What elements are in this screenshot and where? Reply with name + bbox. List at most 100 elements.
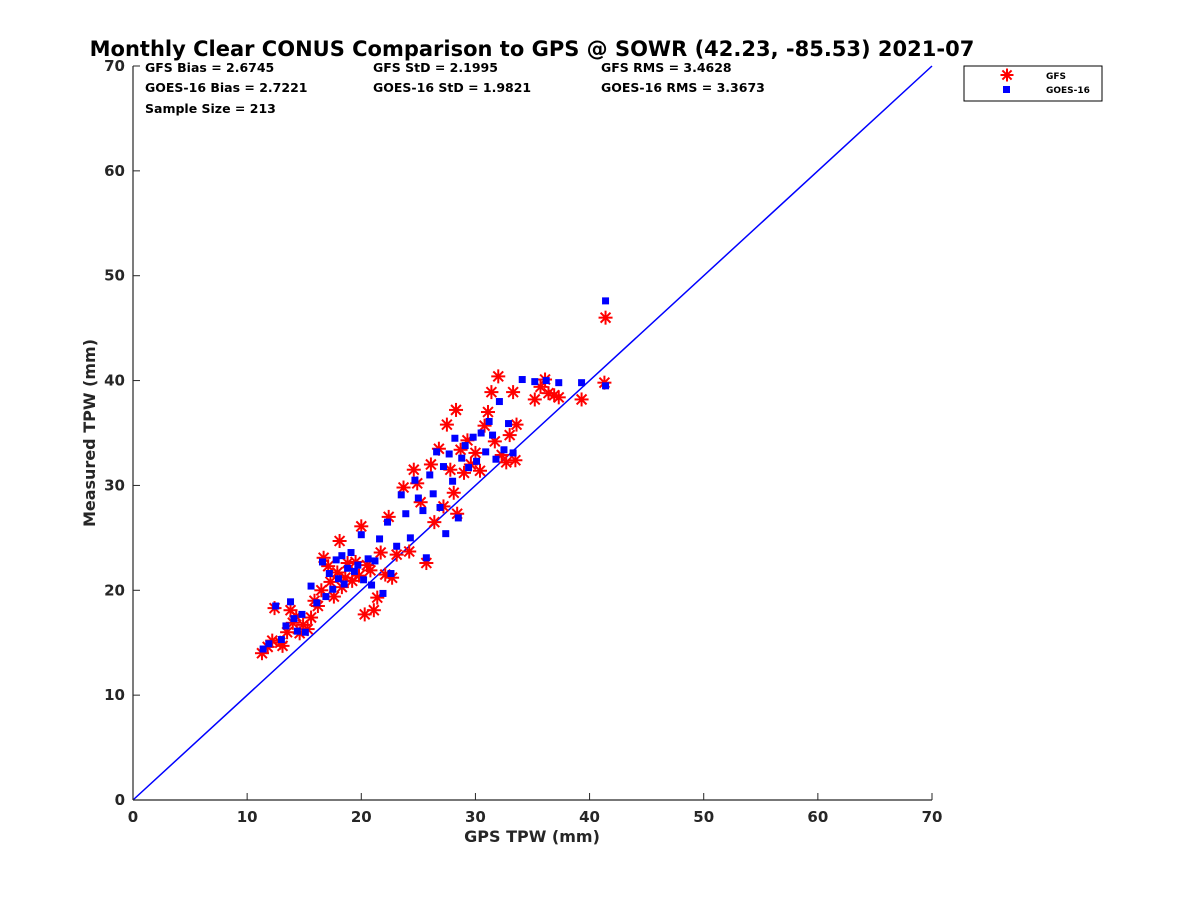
y-tick-label: 20	[104, 581, 125, 599]
goes16-point	[505, 420, 513, 428]
legend-gfs-marker	[1000, 68, 1014, 82]
gfs-point	[363, 563, 378, 578]
goes16-point	[477, 429, 485, 437]
goes16-rms-annotation: GOES-16 RMS = 3.3673	[601, 80, 765, 95]
y-tick-label: 40	[104, 372, 125, 390]
gfs-point	[491, 369, 506, 384]
gfs-point	[427, 515, 442, 530]
gfs-point	[480, 405, 495, 420]
x-axis: 0 10 20 30 40 50 60 70	[128, 793, 942, 826]
goes16-point	[500, 446, 508, 454]
gfs-point	[499, 455, 514, 470]
goes16-point	[397, 491, 405, 499]
x-tick-label: 40	[579, 808, 600, 826]
legend-goes16-label: GOES-16	[1046, 86, 1090, 96]
goes16-point	[578, 379, 586, 387]
goes16-point	[340, 580, 348, 588]
goes16-point	[354, 561, 362, 569]
x-tick-label: 50	[693, 808, 714, 826]
goes16-point	[482, 448, 490, 456]
goes16-point	[318, 558, 326, 566]
goes16-point	[347, 549, 355, 557]
gfs-point	[389, 547, 404, 562]
goes16-point	[259, 645, 267, 653]
gfs-point	[304, 610, 319, 625]
goes16-point	[379, 589, 387, 597]
goes16-point	[555, 379, 563, 387]
goes16-point	[364, 555, 372, 563]
chart-title: Monthly Clear CONUS Comparison to GPS @ …	[90, 37, 975, 61]
goes16-point	[338, 552, 346, 560]
goes16-point	[282, 622, 290, 630]
goes16-point	[293, 627, 301, 635]
goes16-point	[469, 433, 477, 441]
y-tick-label: 70	[104, 57, 125, 75]
goes16-point	[332, 556, 340, 564]
goes16-point	[325, 570, 333, 578]
goes16-point	[322, 593, 330, 601]
y-tick-label: 30	[104, 476, 125, 494]
legend-gfs-asterisk	[1000, 68, 1014, 82]
goes16-point	[542, 377, 550, 385]
goes16-std-annotation: GOES-16 StD = 1.9821	[373, 80, 531, 95]
goes16-point	[414, 494, 422, 502]
goes16-point	[265, 640, 273, 648]
gfs-point	[509, 417, 524, 432]
goes16-point	[439, 463, 447, 471]
goes16-point	[489, 431, 497, 439]
goes16-point	[445, 450, 453, 458]
goes16-point	[287, 598, 295, 606]
gfs-point	[484, 385, 499, 400]
gfs-point	[527, 392, 542, 407]
goes16-point	[426, 471, 434, 479]
one-to-one-line	[132, 65, 933, 801]
goes16-point	[298, 610, 306, 618]
goes16-point	[492, 455, 500, 463]
gfs-point	[446, 485, 461, 500]
axes-box	[132, 66, 932, 801]
sample-size-annotation: Sample Size = 213	[145, 101, 276, 116]
gfs-point	[354, 519, 369, 534]
goes16-point	[411, 476, 419, 484]
one-to-one-line-layer	[132, 65, 933, 801]
goes16-point	[368, 581, 376, 589]
goes16-point	[449, 477, 457, 485]
goes16-point	[290, 615, 298, 623]
goes16-point	[518, 376, 526, 384]
goes16-point	[454, 514, 462, 522]
y-tick-label: 0	[115, 791, 125, 809]
goes16-point	[406, 534, 414, 542]
goes16-point	[419, 507, 427, 515]
goes16-point	[473, 457, 481, 465]
x-tick-label: 30	[465, 808, 486, 826]
goes16-point	[602, 382, 610, 390]
goes16-point	[313, 599, 321, 607]
gfs-point	[468, 445, 483, 460]
gfs-point	[472, 463, 487, 478]
goes16-point	[531, 378, 539, 386]
stats-annotations: GFS Bias = 2.6745 GFS StD = 2.1995 GFS R…	[145, 60, 765, 116]
goes16-point	[458, 454, 466, 462]
goes16-point	[307, 582, 315, 590]
gfs-point	[502, 428, 517, 443]
goes16-point	[436, 503, 444, 511]
gfs-point	[449, 402, 464, 417]
goes16-point	[495, 398, 503, 406]
gfs-point	[574, 392, 589, 407]
gfs-point	[366, 603, 381, 618]
goes16-point	[350, 567, 358, 575]
y-tick-label: 50	[104, 267, 125, 285]
goes16-point	[602, 297, 610, 305]
goes16-point	[485, 417, 493, 425]
goes16-point	[384, 518, 392, 526]
gfs-point	[506, 385, 521, 400]
legend-goes16-marker	[1003, 86, 1010, 93]
gfs-std-annotation: GFS StD = 2.1995	[373, 60, 498, 75]
goes16-point	[329, 585, 337, 593]
gfs-point	[402, 544, 417, 559]
y-tick-label: 10	[104, 686, 125, 704]
gfs-point	[373, 545, 388, 560]
gfs-point	[406, 462, 421, 477]
goes16-point	[422, 554, 430, 562]
